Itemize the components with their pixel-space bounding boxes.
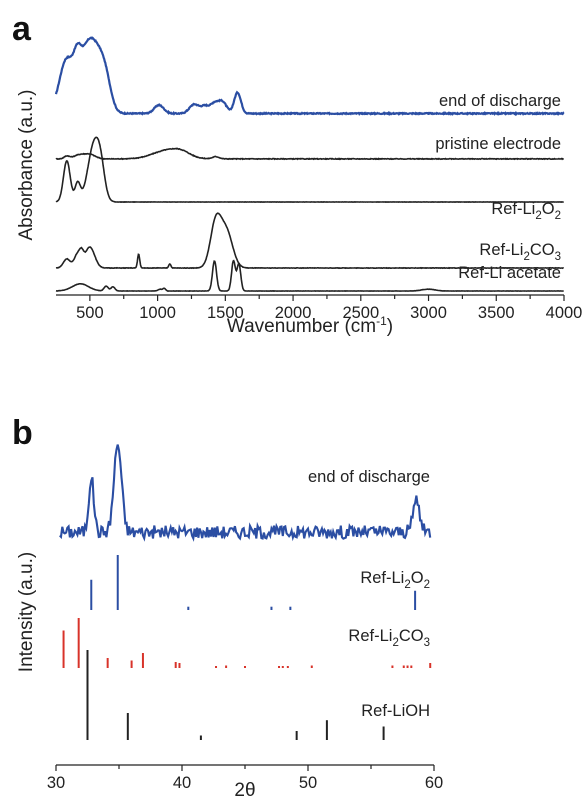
a-series-2 (55, 136, 564, 203)
a-xtick-label-0: 500 (76, 304, 104, 322)
a-label-ref-li2co3: Ref-Li2CO3 (479, 241, 561, 263)
b-xtick-label-1: 40 (173, 774, 191, 792)
a-series-1 (55, 147, 564, 161)
a-xtick-label-2: 1500 (207, 304, 244, 322)
b-series-end-of-discharge (59, 444, 432, 542)
b-label-ref-lioh: Ref-LiOH (361, 702, 430, 720)
b-xtick-label-2: 50 (299, 774, 317, 792)
a-xtick-label-3: 2000 (275, 304, 312, 322)
a-label-ref-li2o2: Ref-Li2O2 (491, 200, 561, 222)
a-series-4 (55, 259, 564, 292)
a-xtick-label-6: 3500 (478, 304, 515, 322)
panel-b-xlabel: 2θ (234, 780, 255, 801)
a-label-ref-li-acetate: Ref-Li acetate (458, 264, 561, 282)
a-xtick-label-4: 2500 (342, 304, 379, 322)
a-xtick-label-5: 3000 (410, 304, 447, 322)
panel-b-letter: b (12, 414, 33, 452)
b-label-ref-li2co3: Ref-Li2CO3 (348, 627, 430, 649)
panel-a-xlabel: Wavenumber (cm-1) (227, 314, 393, 337)
b-xtick-label-3: 60 (425, 774, 443, 792)
panel-a-letter: a (12, 10, 32, 48)
panel-b-ticks: 30 40 50 60 (47, 765, 443, 792)
panel-a-plot (54, 36, 565, 292)
panel-b-ylabel: Intensity (a.u.) (16, 552, 37, 672)
panel-b-plot (59, 444, 432, 740)
a-series-3 (55, 212, 564, 270)
b-xtick-label-0: 30 (47, 774, 65, 792)
a-series-0 (54, 36, 565, 117)
a-xtick-label-7: 4000 (546, 304, 583, 322)
panel-a-ylabel: Absorbance (a.u.) (16, 89, 37, 240)
b-label-end-of-discharge: end of discharge (308, 468, 430, 486)
a-label-end-of-discharge: end of discharge (439, 92, 561, 110)
a-xtick-label-1: 1000 (139, 304, 176, 322)
a-label-pristine-electrode: pristine electrode (435, 135, 561, 153)
b-label-ref-li2o2: Ref-Li2O2 (360, 569, 430, 591)
panel-a-ticks: 500 1000 1500 2000 2500 3000 3500 4000 (76, 295, 582, 322)
